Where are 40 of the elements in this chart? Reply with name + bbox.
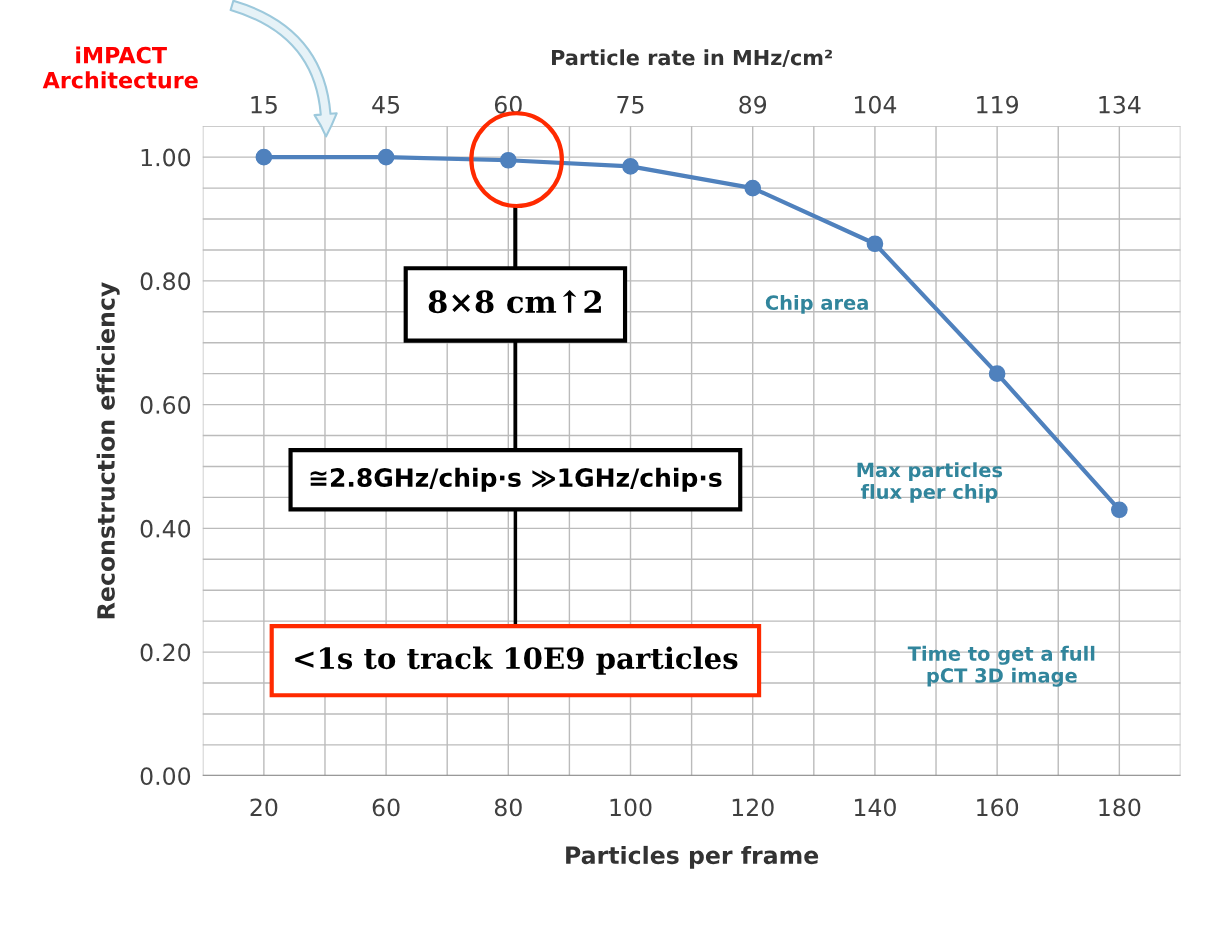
x-tick-label: 60 [372, 798, 400, 817]
x-tick-label: 160 [977, 798, 1019, 817]
x-tick-label: 140 [854, 798, 896, 817]
annotation: 8×8 cm↑2 [428, 290, 601, 314]
y-tick-label: 0.60 [140, 396, 191, 414]
x2-axis-title: Particle rate in MHz/cm² [552, 49, 832, 68]
y-tick-label: 0.40 [140, 519, 191, 538]
y-tick-label: 0.80 [140, 272, 191, 291]
text: 60 [494, 95, 522, 114]
point [622, 158, 639, 175]
y-axis-title: Reconstruction efficiency [96, 282, 120, 619]
x-tick-label: 80 [494, 798, 522, 817]
x-axis-title: Particles per frame [566, 845, 819, 869]
annotation: Chip area [765, 294, 868, 314]
y-tick-label: 0.00 [140, 767, 191, 786]
x-tick-label: 20 [250, 798, 278, 817]
text: iMPACT Architecture [42, 46, 198, 89]
point [866, 235, 884, 253]
text: 75 [617, 96, 644, 114]
point [1111, 501, 1128, 519]
text: 45 [372, 96, 400, 114]
point [377, 148, 395, 166]
annotation: Time to get a full pCT 3D image [907, 645, 1095, 687]
point [744, 179, 762, 197]
y-tick-label: 1.00 [141, 148, 191, 167]
annotation: ≅2.8GHz/chip·s ≫1GHz/chip·s [310, 467, 722, 492]
annotation: <1s to track 10E9 particles [295, 646, 738, 675]
text: 89 [739, 95, 767, 114]
point [255, 148, 273, 166]
x-tick-label: 180 [1099, 798, 1141, 817]
text: 104 [854, 95, 897, 114]
annotation: Max particles flux per chip [857, 462, 1003, 503]
point [988, 365, 1006, 383]
x-tick-label: 100 [610, 798, 652, 817]
point [499, 151, 517, 169]
text: 15 [251, 96, 277, 114]
x-tick-label: 120 [732, 798, 774, 817]
text: 134 [1099, 95, 1141, 114]
text: 119 [977, 95, 1019, 114]
y-tick-label: 0.20 [140, 643, 191, 662]
